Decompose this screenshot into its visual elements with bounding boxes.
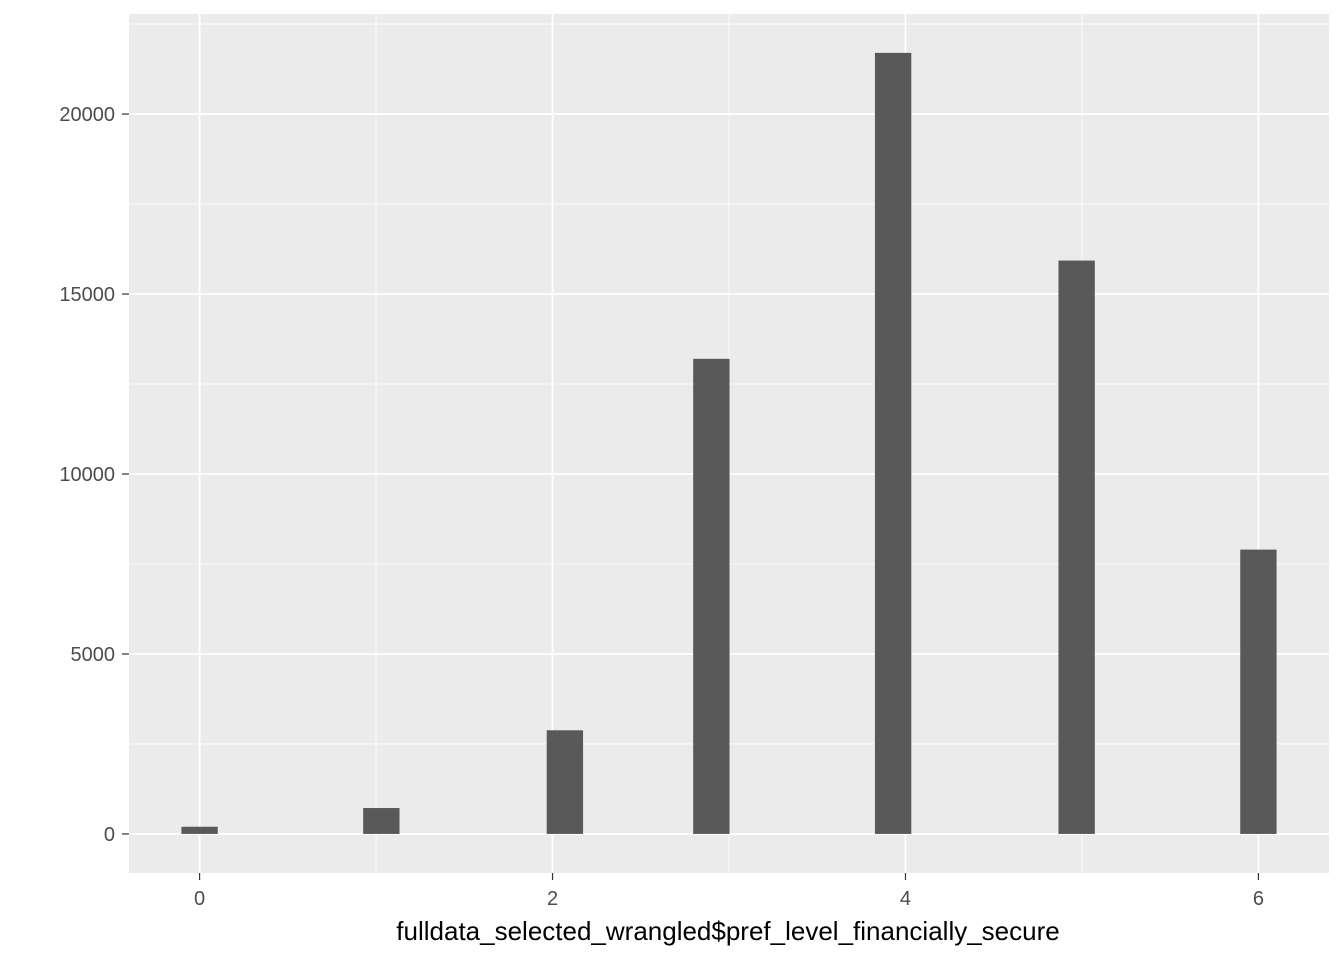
bar-3	[693, 359, 729, 834]
bar-6	[1240, 550, 1276, 834]
bar-0	[181, 827, 217, 834]
bar-5	[1058, 261, 1094, 834]
y-tick-label: 15000	[59, 284, 115, 306]
bar-1	[363, 808, 399, 834]
y-tick-label: 5000	[71, 644, 116, 666]
x-axis: 0 2 4 6	[194, 873, 1264, 910]
y-tick-label: 0	[104, 824, 115, 846]
y-tick-label: 20000	[59, 104, 115, 126]
bar-2	[547, 730, 583, 834]
x-tick-label: 0	[194, 888, 205, 910]
bar-4	[875, 53, 911, 834]
x-tick-label: 6	[1253, 888, 1264, 910]
x-tick-label: 4	[900, 888, 911, 910]
x-tick-label: 2	[547, 888, 558, 910]
histogram-chart: 0 5000 10000 15000 20000 0 2 4 6 fulldata_selec…	[0, 0, 1344, 960]
y-tick-label: 10000	[59, 464, 115, 486]
y-axis: 0 5000 10000 15000 20000	[59, 104, 129, 846]
x-axis-title: fulldata_selected_wrangled$pref_level_fi…	[396, 916, 1059, 946]
